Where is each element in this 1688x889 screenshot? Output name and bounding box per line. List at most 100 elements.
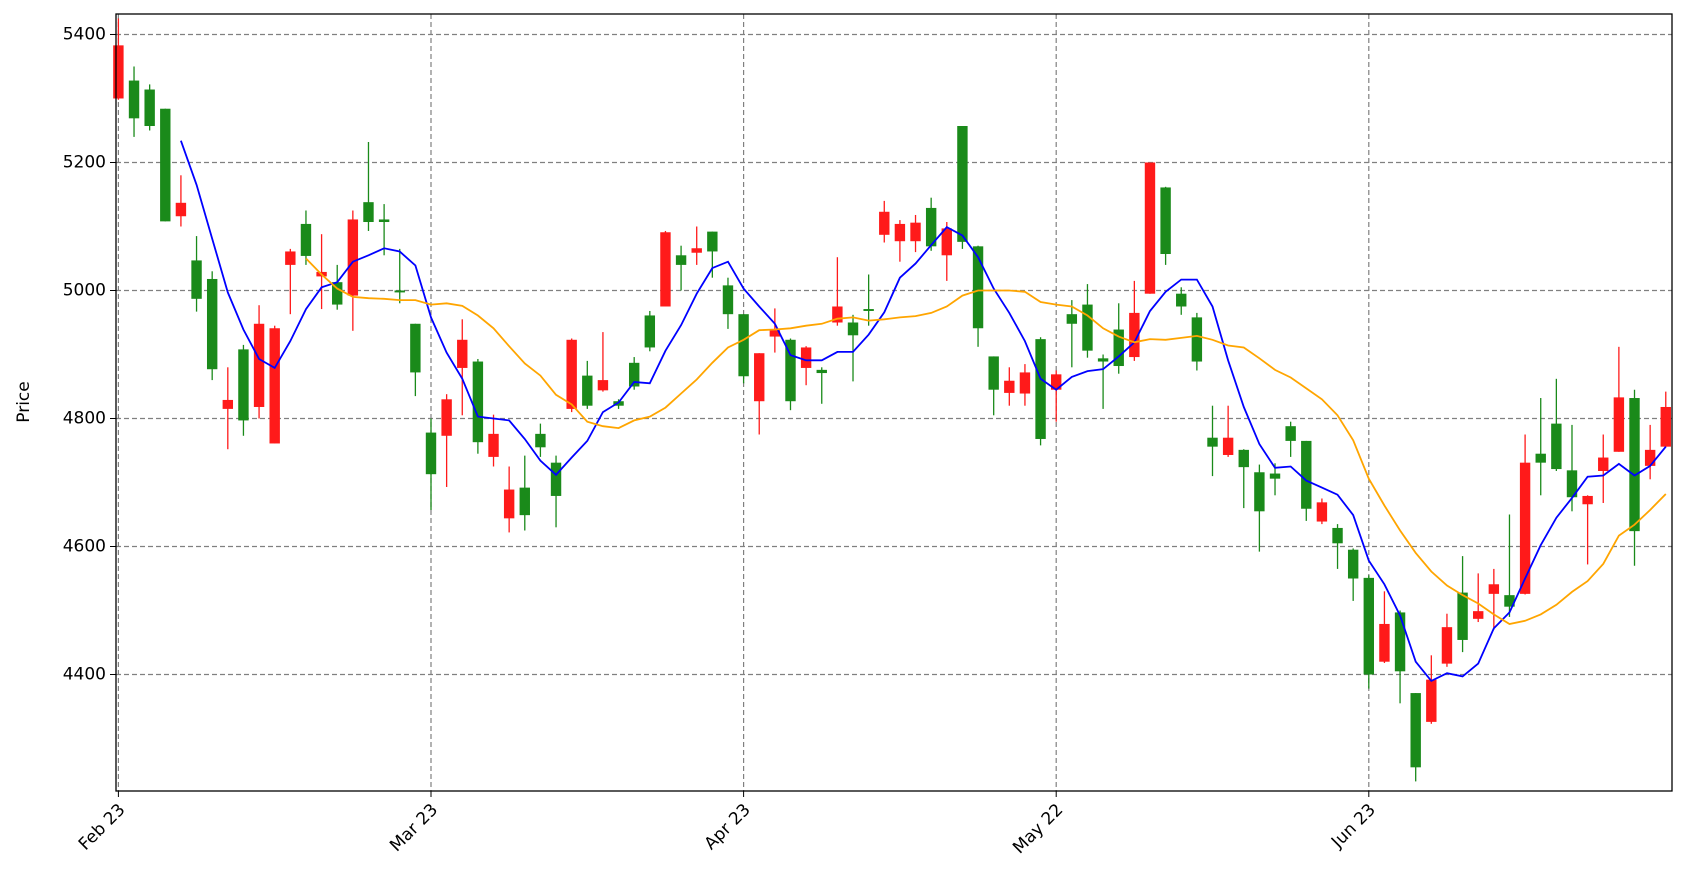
candle-body	[972, 246, 984, 329]
candle-body	[957, 126, 968, 242]
candle-body	[332, 282, 343, 305]
x-tick-label: Feb 23	[75, 800, 130, 855]
candle-body	[738, 314, 749, 377]
y-axis-label: Price	[14, 381, 34, 422]
candle-body	[847, 322, 859, 336]
candle-body	[300, 223, 312, 256]
candle-body	[1035, 339, 1046, 439]
candle-body	[550, 462, 562, 496]
candle-body	[1504, 595, 1515, 607]
candle-body	[1347, 549, 1359, 579]
plot-frame	[115, 13, 1673, 792]
candle-body	[1097, 358, 1109, 362]
candle-body	[628, 362, 640, 387]
candle-body	[1457, 592, 1468, 640]
candle-body	[1051, 374, 1062, 390]
candle-body	[1019, 372, 1031, 394]
candle-body	[1269, 473, 1281, 479]
candle-body	[816, 369, 827, 374]
candle-body	[472, 361, 484, 443]
candle-body	[378, 219, 390, 223]
candle-body	[1004, 380, 1015, 393]
candle-body	[1660, 406, 1671, 447]
candle-body	[457, 339, 468, 368]
candle-body	[347, 219, 359, 296]
candle-body	[1113, 329, 1124, 367]
candle-body	[660, 232, 671, 307]
candle-body	[363, 202, 374, 223]
x-tick-label: Apr 23	[701, 800, 755, 854]
candle-body	[222, 399, 234, 409]
candle-body	[253, 323, 265, 407]
candle-body	[879, 211, 890, 235]
candle-body	[1394, 612, 1406, 672]
candle-body	[1644, 449, 1656, 466]
candle-body	[863, 309, 874, 311]
candle-body	[1379, 623, 1390, 662]
candle-body	[441, 399, 452, 436]
candle-body	[128, 80, 140, 119]
candle-body	[1426, 679, 1437, 722]
candle-body	[1316, 502, 1328, 522]
candle-body	[1254, 472, 1265, 512]
candle-body	[1285, 426, 1296, 441]
candle-body	[1535, 453, 1546, 463]
candle-body	[1488, 584, 1500, 594]
candle-body	[160, 108, 171, 222]
candle-body	[894, 223, 906, 242]
candle-body	[707, 231, 718, 252]
candle-body	[191, 260, 202, 299]
candle-body	[1332, 527, 1343, 544]
y-tick-label: 4400	[63, 665, 106, 685]
candle-body	[394, 290, 405, 293]
candle-body	[1582, 495, 1593, 505]
candle-body	[1082, 304, 1093, 351]
candle-body	[1519, 462, 1531, 594]
candle-body	[925, 207, 937, 247]
candle-body	[1566, 470, 1578, 498]
candle-body	[675, 255, 687, 265]
candle-body	[691, 248, 702, 253]
candle-body	[754, 353, 765, 402]
candle-body	[988, 356, 999, 390]
candle-body	[722, 285, 734, 315]
candle-body	[410, 323, 421, 373]
candle-body	[597, 380, 609, 391]
candle-body	[425, 432, 437, 475]
candle-body	[1301, 440, 1312, 509]
candle-body	[769, 330, 781, 337]
candle-body	[582, 375, 593, 406]
y-tick-label: 5400	[63, 24, 106, 44]
candle-body	[1441, 627, 1453, 664]
candle-body	[175, 202, 187, 217]
candle-body	[488, 433, 499, 457]
candle-body	[1222, 437, 1234, 455]
candle-body	[1613, 397, 1625, 452]
candle-body	[269, 328, 280, 444]
candle-body	[1629, 398, 1640, 532]
x-tick-label: Mar 23	[386, 800, 442, 856]
y-tick-label: 5000	[63, 280, 106, 300]
x-tick-label: Jun 23	[1327, 800, 1380, 853]
y-tick-label: 5200	[63, 152, 106, 172]
candle-body	[910, 222, 921, 242]
candle-body	[1191, 317, 1203, 362]
candle-body	[206, 278, 218, 370]
candle-body	[519, 487, 530, 516]
candle-body	[1176, 293, 1187, 307]
candle-body	[1238, 449, 1249, 468]
candle-body	[785, 339, 796, 402]
candle-body	[285, 251, 296, 265]
candle-body	[503, 489, 515, 519]
candle-body	[800, 347, 812, 368]
candle-body	[1129, 312, 1140, 358]
candle-body	[144, 89, 155, 127]
moving-average-line	[305, 257, 1667, 625]
candle-body	[1066, 314, 1078, 324]
candle-body	[1598, 457, 1609, 471]
candle-body	[941, 228, 952, 256]
candle-body	[238, 349, 249, 421]
candle-body	[644, 315, 656, 348]
y-tick-label: 4600	[63, 537, 106, 557]
